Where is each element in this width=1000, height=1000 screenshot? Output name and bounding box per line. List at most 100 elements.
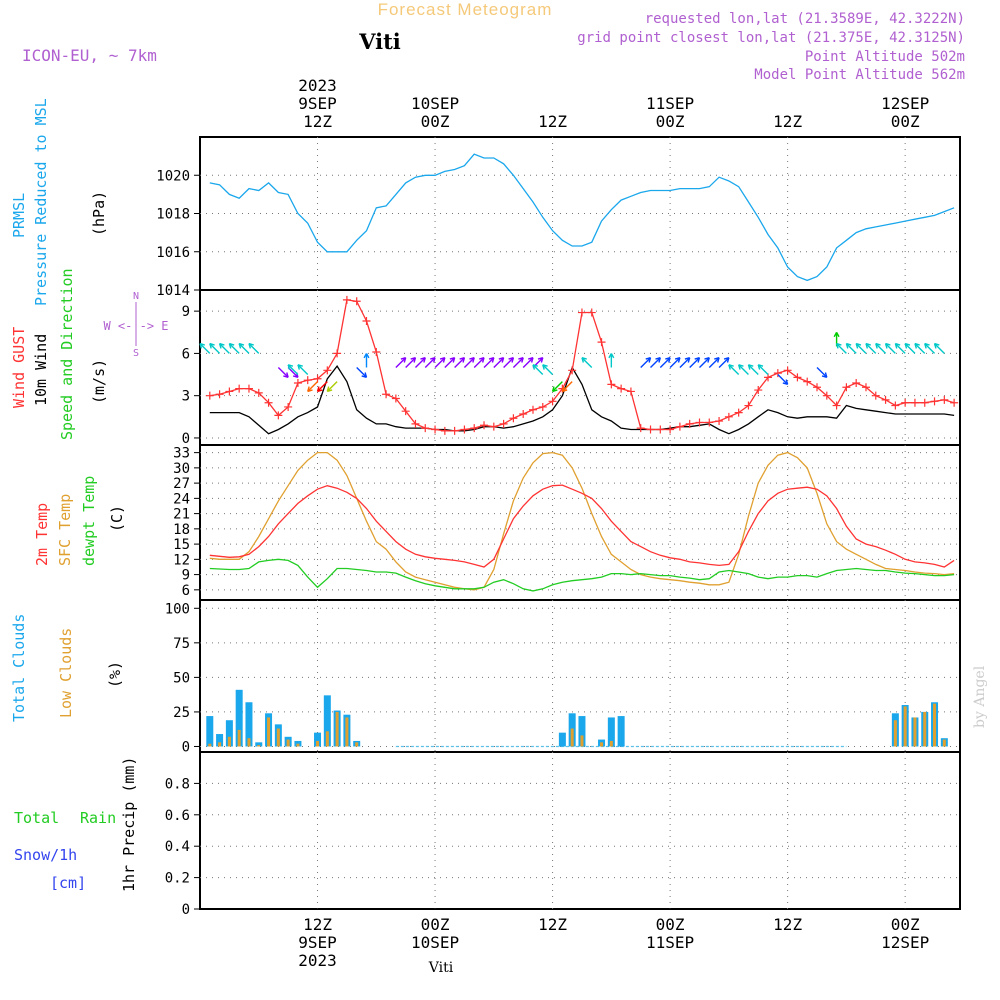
clouds-ytick-label: 75	[173, 636, 190, 652]
total-cloud-bar	[206, 716, 214, 747]
pressure-ytick-label: 1020	[156, 168, 190, 184]
wind-direction-arrow	[698, 357, 710, 368]
wind-arrowhead	[228, 342, 235, 349]
wind-arrowhead	[655, 357, 661, 363]
wind-arrowhead	[209, 342, 215, 349]
gust-marker	[284, 402, 293, 411]
wind-arrowhead	[904, 342, 911, 349]
total-clouds-label: Total Clouds	[10, 614, 28, 722]
wind-ytick-label: 3	[182, 389, 190, 405]
wind-direction-arrow	[904, 343, 916, 354]
wind-direction-arrow	[219, 343, 230, 354]
low-cloud-bar	[257, 745, 261, 747]
wind-direction-arrow	[522, 357, 534, 368]
wind-direction-arrow	[640, 357, 652, 368]
precip-ytick-label: 0	[182, 902, 190, 918]
wind-arrowhead	[757, 364, 764, 370]
temp-2m-label: 2m Temp	[33, 503, 51, 566]
gust-marker	[852, 379, 861, 387]
wind-arrowhead	[459, 357, 466, 363]
pressure-panel: 1014 1016 1018 1020	[156, 136, 961, 299]
wind-direction-arrow	[669, 357, 681, 368]
watermark: by Angel	[972, 665, 988, 728]
precip-frame	[199, 751, 961, 910]
total-cloud-bar	[255, 742, 263, 747]
gust-marker	[352, 297, 361, 306]
low-cloud-bar	[218, 742, 222, 747]
temp-ytick-label: 21	[173, 507, 190, 523]
wind-arrowhead	[218, 342, 225, 349]
wind-direction-arrow	[728, 364, 740, 376]
time-label: 9SEP	[298, 94, 337, 113]
time-label: 11SEP	[646, 933, 694, 952]
gust-marker	[930, 397, 939, 406]
wind-arrowhead	[894, 342, 901, 349]
low-cloud-bar	[609, 740, 613, 747]
wind-arrowhead	[537, 357, 544, 363]
wind-direction-arrow	[297, 364, 309, 376]
precip-total-label: Total	[14, 809, 59, 827]
grid-point-coords: grid point closest lon,lat (21.375E, 42.…	[577, 30, 965, 46]
wind-arrowhead	[737, 364, 744, 370]
gust-marker	[205, 391, 214, 400]
wind-direction-arrow	[463, 357, 475, 368]
wind-arrowhead	[833, 332, 840, 338]
precip-ytick-label: 0.8	[165, 776, 190, 792]
clouds-ytick-label: 100	[165, 601, 190, 617]
gust-marker	[910, 398, 919, 407]
wind-arrowhead	[363, 353, 370, 359]
wind-direction-arrow	[924, 343, 936, 354]
temp-2m-line	[209, 484, 955, 568]
gust-marker	[450, 426, 459, 435]
gust-marker	[480, 421, 489, 430]
gust-marker	[577, 308, 586, 317]
gust-marker	[695, 418, 704, 427]
gust-marker	[254, 388, 263, 397]
time-label: 10SEP	[411, 94, 459, 113]
total-cloud-bar	[314, 732, 322, 747]
wind-direction-arrow	[356, 367, 367, 378]
pressure-ytick-label: 1016	[156, 245, 190, 261]
gust-marker	[940, 395, 949, 404]
wind-arrowhead	[561, 386, 568, 393]
gust-marker	[861, 383, 870, 392]
gust-marker	[724, 412, 733, 421]
gust-marker	[656, 425, 665, 434]
wind-arrowhead	[875, 342, 881, 349]
wind-ytick-label: 0	[182, 431, 190, 447]
total-cloud-bar	[617, 716, 625, 747]
wind-arrowhead	[361, 372, 368, 378]
wind-direction-arrow	[894, 343, 906, 354]
precip-ytick-label: 0.2	[165, 871, 190, 887]
low-cloud-bar	[580, 735, 584, 747]
wind-direction-arrow	[659, 357, 671, 368]
wind-direction-arrow	[738, 364, 749, 376]
wind-direction-arrow	[405, 357, 416, 368]
wind-arrowhead	[674, 357, 681, 363]
gust-marker	[950, 398, 959, 407]
gust-marker	[489, 422, 498, 431]
wind-arrowhead	[645, 357, 652, 363]
wind-arrowhead	[714, 357, 720, 363]
wind-arrowhead	[297, 364, 303, 370]
time-label: 12Z	[538, 112, 567, 131]
wind-arrowhead	[845, 342, 852, 349]
time-label: 12SEP	[881, 933, 929, 952]
gust-marker	[881, 395, 890, 404]
gust-marker	[568, 366, 577, 375]
clouds-panel: 0 25 50 75 100	[165, 599, 961, 755]
time-label: 00Z	[421, 112, 450, 131]
wind-direction-arrow	[414, 357, 426, 368]
wind-ytick-label: 6	[182, 346, 190, 362]
wind-arrowhead	[528, 357, 534, 363]
wind-direction-arrow	[855, 343, 867, 354]
time-label: 00Z	[891, 915, 920, 934]
gust-marker	[244, 384, 253, 393]
gust-marker	[421, 424, 430, 433]
wind-arrowhead	[684, 357, 691, 363]
gust-marker	[715, 417, 724, 426]
wind-arrowhead	[307, 386, 313, 393]
